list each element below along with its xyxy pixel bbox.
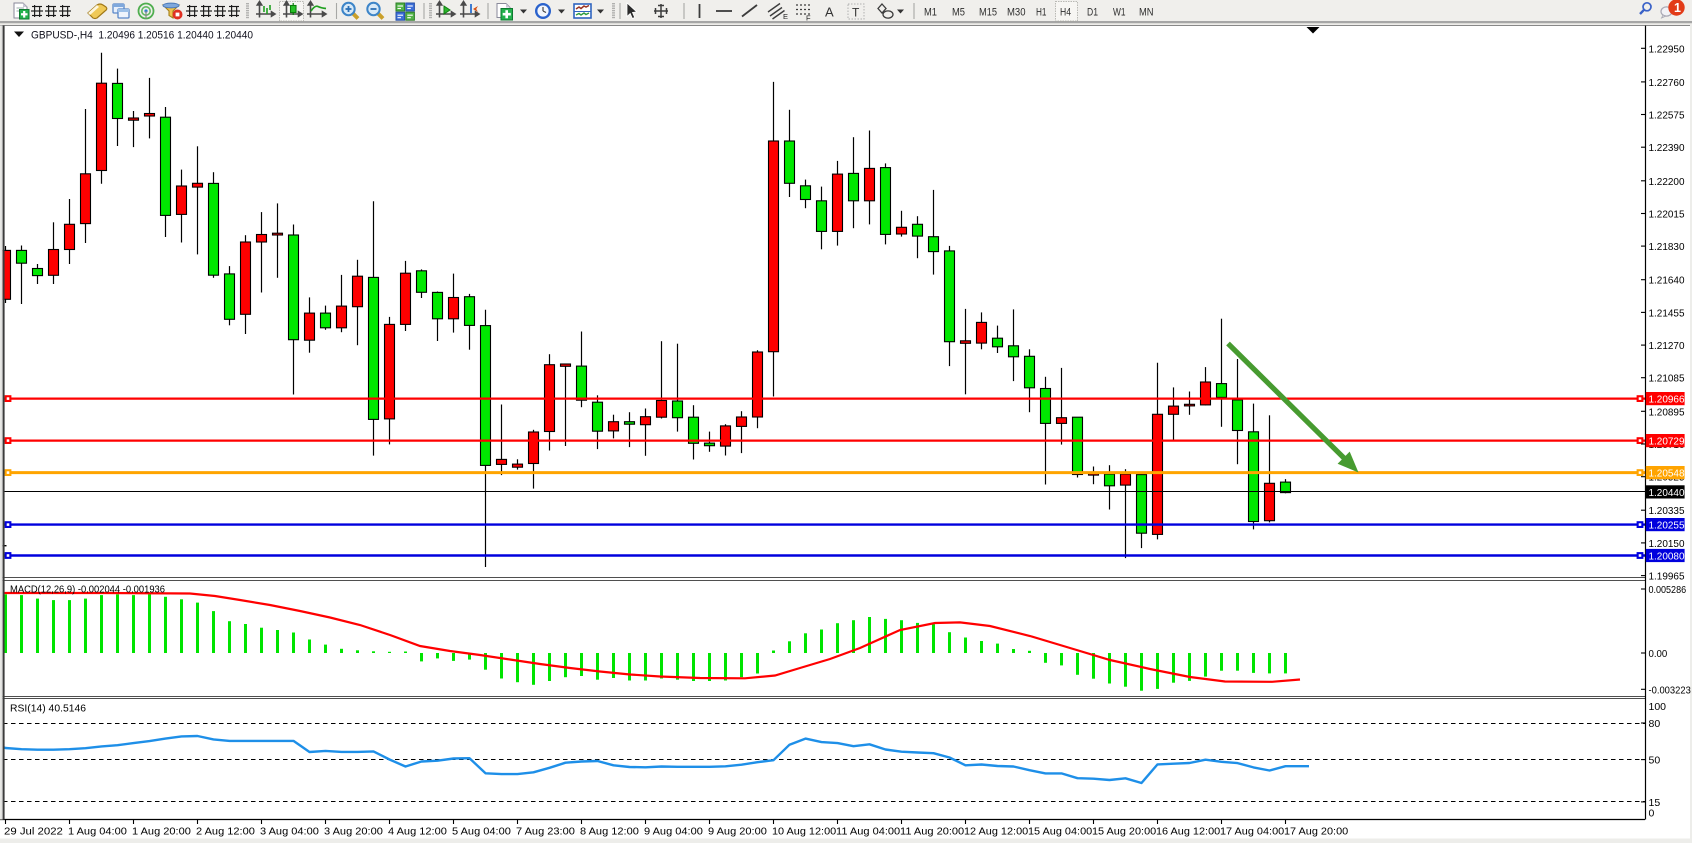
svg-text:1.20729: 1.20729 bbox=[1649, 436, 1685, 448]
svg-text:1.21830: 1.21830 bbox=[1649, 241, 1685, 253]
svg-text:12 Aug 12:00: 12 Aug 12:00 bbox=[964, 826, 1028, 838]
svg-text:9 Aug 04:00: 9 Aug 04:00 bbox=[644, 826, 703, 838]
svg-text:1.22760: 1.22760 bbox=[1649, 77, 1685, 89]
svg-text:1 Aug 20:00: 1 Aug 20:00 bbox=[132, 826, 191, 838]
svg-text:2 Aug 12:00: 2 Aug 12:00 bbox=[196, 826, 255, 838]
svg-text:F: F bbox=[806, 14, 811, 23]
svg-text:H1: H1 bbox=[1036, 7, 1047, 19]
svg-text:D1: D1 bbox=[1087, 7, 1098, 19]
svg-text:9 Aug 20:00: 9 Aug 20:00 bbox=[708, 826, 767, 838]
svg-text:1.19965: 1.19965 bbox=[1649, 571, 1685, 583]
svg-text:1.22015: 1.22015 bbox=[1649, 208, 1685, 220]
svg-text:0: 0 bbox=[1649, 807, 1655, 819]
svg-text:0.005286: 0.005286 bbox=[1649, 584, 1687, 596]
svg-text:1.21085: 1.21085 bbox=[1649, 373, 1685, 385]
svg-text:1.20255: 1.20255 bbox=[1649, 520, 1685, 532]
svg-text:17 Aug 20:00: 17 Aug 20:00 bbox=[1284, 826, 1348, 838]
svg-text:1.20335: 1.20335 bbox=[1649, 505, 1685, 517]
svg-text:3 Aug 04:00: 3 Aug 04:00 bbox=[260, 826, 319, 838]
svg-text:0.00: 0.00 bbox=[1649, 648, 1668, 660]
svg-text:1.20966: 1.20966 bbox=[1649, 394, 1685, 406]
svg-text:M30: M30 bbox=[1007, 7, 1026, 19]
svg-text:3 Aug 20:00: 3 Aug 20:00 bbox=[324, 826, 383, 838]
svg-text:10 Aug 12:00: 10 Aug 12:00 bbox=[772, 826, 836, 838]
svg-text:A: A bbox=[825, 5, 834, 20]
svg-text:M5: M5 bbox=[952, 7, 965, 19]
svg-text:1.22200: 1.22200 bbox=[1649, 176, 1685, 188]
svg-text:MACD(12,26,9) -0.002044 -0.001: MACD(12,26,9) -0.002044 -0.001936 bbox=[10, 584, 165, 596]
svg-text:W1: W1 bbox=[1113, 7, 1126, 19]
svg-text:1.22575: 1.22575 bbox=[1649, 110, 1685, 122]
svg-text:MN: MN bbox=[1139, 7, 1154, 19]
svg-text:1.20440: 1.20440 bbox=[1649, 487, 1685, 499]
svg-text:15: 15 bbox=[1649, 797, 1661, 809]
svg-text:1.21640: 1.21640 bbox=[1649, 275, 1685, 287]
svg-text:11 Aug 04:00: 11 Aug 04:00 bbox=[836, 826, 900, 838]
svg-text:1.20080: 1.20080 bbox=[1649, 551, 1685, 563]
svg-text:H4: H4 bbox=[1060, 7, 1071, 19]
svg-text:1.22390: 1.22390 bbox=[1649, 142, 1685, 154]
svg-text:15 Aug 04:00: 15 Aug 04:00 bbox=[1028, 826, 1092, 838]
svg-text:5 Aug 04:00: 5 Aug 04:00 bbox=[452, 826, 511, 838]
svg-text:1.21270: 1.21270 bbox=[1649, 340, 1685, 352]
svg-text:100: 100 bbox=[1649, 701, 1667, 713]
svg-text:1.20150: 1.20150 bbox=[1649, 538, 1685, 550]
svg-text:T: T bbox=[852, 6, 860, 20]
svg-text:50: 50 bbox=[1649, 755, 1661, 767]
svg-text:15 Aug 20:00: 15 Aug 20:00 bbox=[1092, 826, 1156, 838]
svg-text:29 Jul 2022: 29 Jul 2022 bbox=[4, 826, 63, 838]
svg-text:7 Aug 23:00: 7 Aug 23:00 bbox=[516, 826, 575, 838]
svg-text:1.20895: 1.20895 bbox=[1649, 406, 1685, 418]
svg-text:GBPUSD-,H4 1.20496 1.20516 1.: GBPUSD-,H4 1.20496 1.20516 1.20440 1.204… bbox=[31, 30, 253, 42]
svg-text:1.22950: 1.22950 bbox=[1649, 43, 1685, 55]
svg-text:16 Aug 12:00: 16 Aug 12:00 bbox=[1156, 826, 1220, 838]
svg-text:11 Aug 20:00: 11 Aug 20:00 bbox=[900, 826, 964, 838]
svg-text:8 Aug 12:00: 8 Aug 12:00 bbox=[580, 826, 639, 838]
svg-text:1.21455: 1.21455 bbox=[1649, 307, 1685, 319]
svg-text:17 Aug 04:00: 17 Aug 04:00 bbox=[1220, 826, 1284, 838]
svg-text:1: 1 bbox=[1674, 1, 1681, 15]
svg-text:E: E bbox=[783, 12, 788, 21]
svg-text:-0.003223: -0.003223 bbox=[1649, 684, 1691, 696]
svg-text:1.20548: 1.20548 bbox=[1649, 468, 1685, 480]
svg-text:M1: M1 bbox=[924, 7, 937, 19]
svg-text:1 Aug 04:00: 1 Aug 04:00 bbox=[68, 826, 127, 838]
svg-text:4 Aug 12:00: 4 Aug 12:00 bbox=[388, 826, 447, 838]
svg-text:M15: M15 bbox=[979, 7, 997, 19]
svg-text:80: 80 bbox=[1649, 718, 1661, 730]
svg-text:RSI(14) 40.5146: RSI(14) 40.5146 bbox=[10, 703, 86, 715]
